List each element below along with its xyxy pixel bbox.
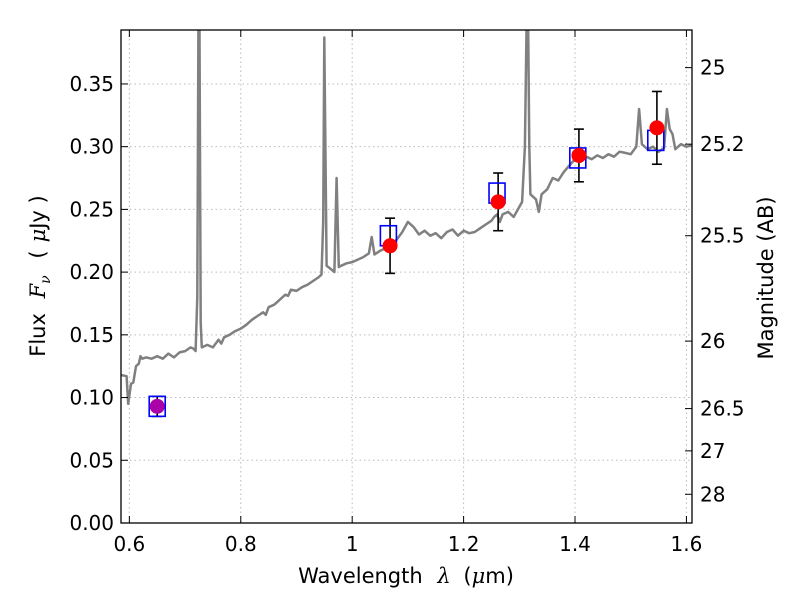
model-photometry-markers (148, 129, 665, 418)
x-axis-title-mu: μ (472, 564, 486, 588)
y-tick-label: 0.20 (69, 260, 114, 284)
observed-photometry-markers (149, 120, 665, 414)
y2-tick-label: 26 (700, 329, 725, 353)
y-tick-label: 0.05 (69, 448, 114, 472)
x-tick-label: 0.6 (113, 532, 145, 556)
y-axis-title: Flux Fν ( μJy ) (26, 195, 55, 356)
model-spectrum-line (121, 30, 692, 406)
x-axis-title-paren: ( (463, 564, 471, 588)
x-axis-title-text: Wavelength (298, 564, 423, 588)
y-axis-title-unit: Jy ) (26, 195, 50, 231)
y-tick-label: 0.15 (69, 323, 114, 347)
y-axis-title-nu: ν (38, 275, 54, 284)
observed-photometry-point (649, 120, 665, 136)
x-axis-title-unit: m) (485, 564, 514, 588)
y-axis-title-F: F (26, 282, 50, 299)
observed-photometry-point (571, 147, 587, 163)
grid-lines (121, 30, 692, 524)
y-axis-title-mu: μ (26, 229, 50, 243)
y-tick-label: 0.25 (69, 197, 114, 221)
y-tick-label: 0.30 (69, 135, 114, 159)
y2-axis-title: Magnitude (AB) (754, 196, 778, 359)
model-photometry-square (148, 395, 167, 418)
x-tick-label: 1.4 (559, 532, 591, 556)
error-bars (152, 90, 662, 418)
x-axis-title-lambda: λ (436, 564, 450, 588)
x-tick-label: 1.6 (671, 532, 703, 556)
observed-photometry-point (382, 238, 398, 254)
x-tick-label: 1 (346, 532, 359, 556)
plot-data (121, 30, 692, 418)
y-tick-label: 0.35 (69, 72, 114, 96)
y2-tick-label: 28 (700, 482, 725, 506)
y2-tick-label: 27 (700, 439, 725, 463)
x-tick-label: 0.8 (225, 532, 257, 556)
axis-ticks: 0.6 0.8 1 1.2 1.4 1.6 0.00 0.05 0.10 0.15 0.20 0.25… (69, 30, 745, 556)
y2-tick-label: 26.5 (700, 397, 745, 421)
y-axis-title-text: Flux (26, 313, 50, 357)
y2-tick-label: 25 (700, 56, 725, 80)
y2-tick-label: 25.5 (700, 224, 745, 248)
y-tick-label: 0.10 (69, 386, 114, 410)
observed-photometry-point (149, 398, 165, 414)
observed-photometry-point (490, 194, 506, 210)
y-tick-label: 0.00 (69, 511, 114, 535)
y-axis-title-paren: ( (26, 250, 50, 258)
x-tick-label: 1.2 (448, 532, 480, 556)
plot-frame (120, 29, 693, 524)
y2-tick-label: 25.2 (700, 132, 745, 156)
x-axis-title: Wavelength λ (μm) (298, 564, 514, 588)
